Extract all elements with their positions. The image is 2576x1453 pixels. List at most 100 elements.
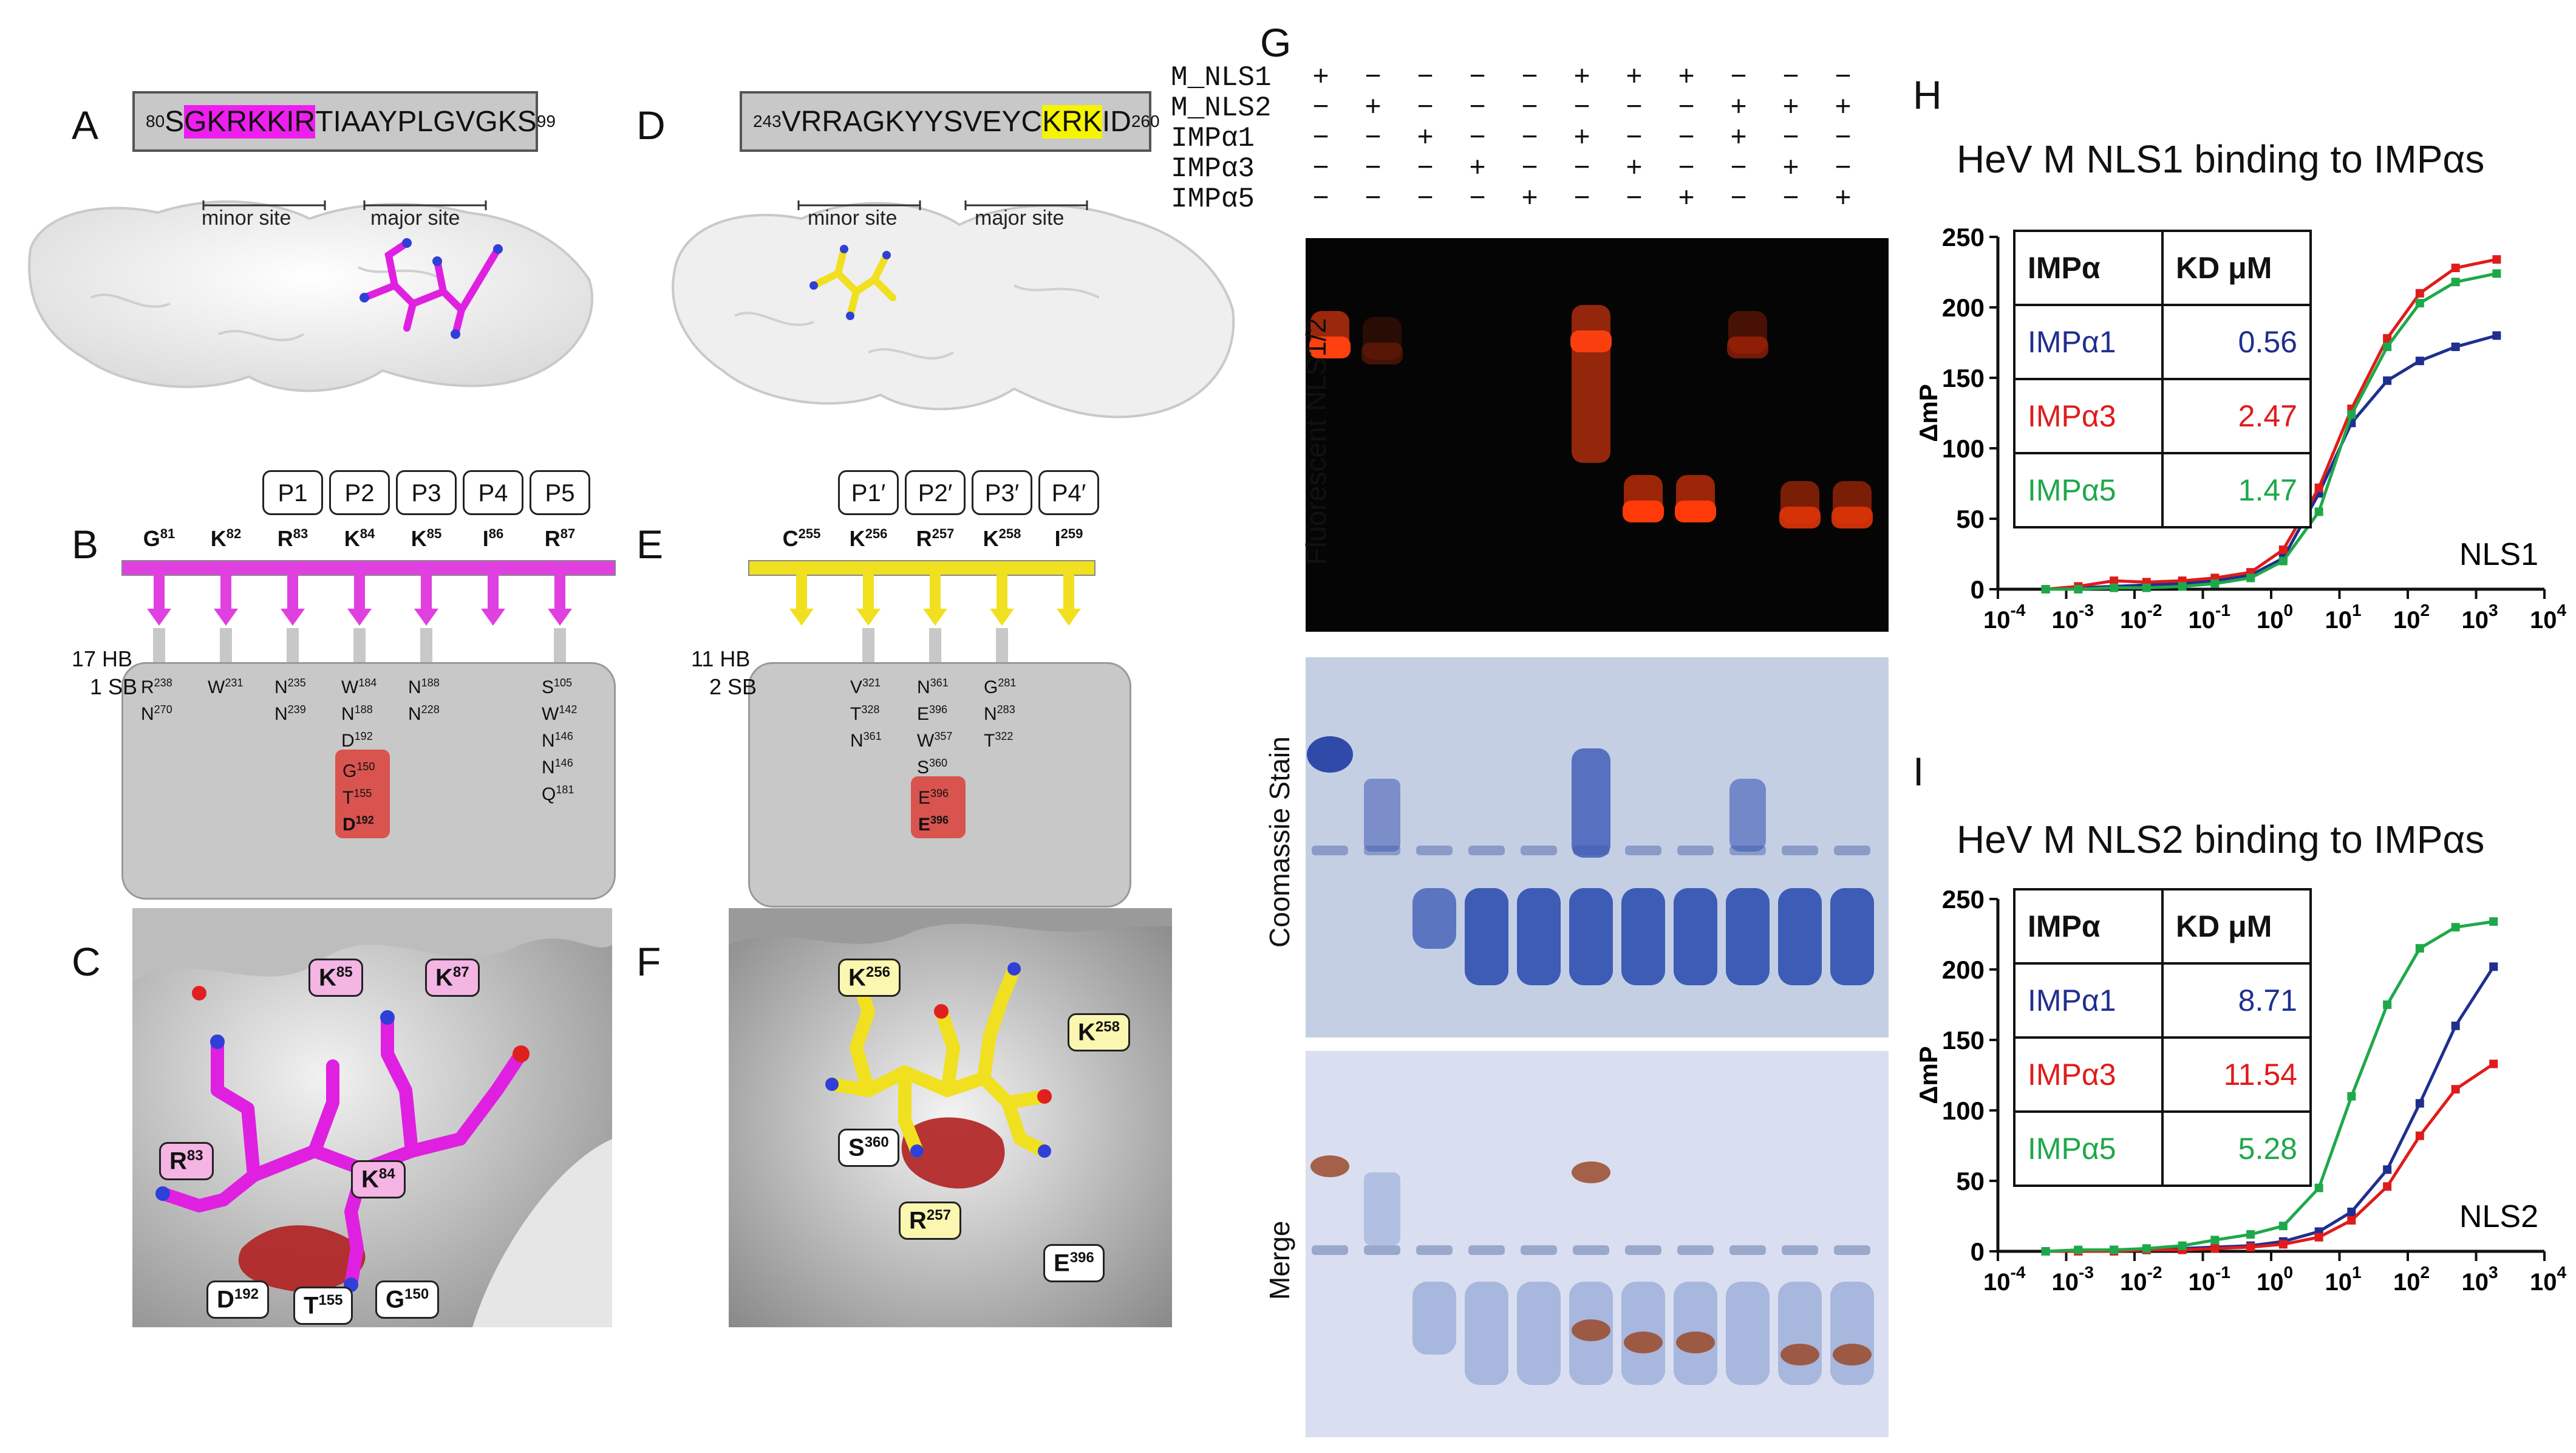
side-chain-arrowhead: [214, 609, 238, 626]
data-point: [2451, 1085, 2460, 1094]
data-point: [2415, 289, 2424, 298]
gel-sign: −: [1312, 183, 1329, 215]
residue-tag-t155: T155: [293, 1287, 353, 1325]
critical-contact-residue: G150: [342, 761, 375, 781]
data-point: [2347, 1215, 2356, 1225]
gel-sign: −: [1626, 183, 1643, 215]
x-tick-label: 10-2: [2120, 1263, 2162, 1296]
data-point: [2451, 1021, 2460, 1030]
data-point: [2041, 585, 2050, 593]
y-tick-label: 100: [1942, 1096, 1985, 1125]
side-chain-arrowhead: [990, 609, 1014, 626]
seq-start-num: 243: [753, 112, 782, 131]
x-tick-label: 104: [2530, 601, 2567, 634]
kd-value: 0.56: [2161, 304, 2312, 380]
gel-sign: −: [1835, 62, 1852, 94]
side-chain-arrowhead: [347, 609, 372, 626]
x-tick-label: 104: [2530, 1263, 2567, 1296]
data-point: [2451, 278, 2460, 287]
data-point: [2489, 962, 2498, 971]
data-point: [2415, 1131, 2424, 1140]
critical-contact-residue: T155: [342, 787, 372, 808]
minor-site-label-a: minor site: [202, 207, 291, 230]
y-tick-label: 200: [1942, 956, 1985, 984]
kd-value: 1.47: [2161, 452, 2312, 528]
gel-label-fluorescent: Fluorescent NLS1/2: [1300, 318, 1332, 565]
chart-annotation: NLS1: [2459, 537, 2538, 572]
data-point: [2278, 545, 2288, 555]
side-chain-arrow: [554, 573, 565, 610]
contact-link: [220, 628, 232, 662]
contact-residue: E396: [917, 703, 948, 724]
y-axis-label: ΔmP: [1914, 384, 1943, 442]
data-point: [2347, 1208, 2356, 1217]
gel-sign: −: [1678, 92, 1695, 124]
data-point: [2347, 1092, 2356, 1101]
peptide-residue: K84: [344, 526, 375, 551]
residue-tag-k85: K85: [308, 959, 363, 997]
minor-site-label-d: minor site: [808, 207, 898, 230]
y-axis-label: ΔmP: [1914, 1046, 1943, 1104]
panel-label-b: B: [72, 522, 99, 567]
side-chain-arrowhead: [856, 609, 881, 626]
gel-sign: −: [1521, 123, 1538, 154]
contact-residue: N188: [408, 677, 440, 697]
residue-tag-k87: K87: [425, 959, 480, 997]
data-point: [2415, 299, 2424, 308]
gel-sign: −: [1365, 123, 1382, 154]
gel-sign: −: [1626, 92, 1643, 124]
contact-residue: V321: [850, 677, 881, 697]
chart-annotation: NLS2: [2459, 1199, 2538, 1234]
data-point: [2210, 579, 2220, 588]
x-tick-label: 103: [2462, 1263, 2498, 1296]
gel-sign: −: [1835, 153, 1852, 185]
side-chain-arrowhead: [414, 609, 438, 626]
kd-value: 5.28: [2161, 1110, 2312, 1187]
series-line: [2045, 333, 2498, 591]
data-point: [2246, 1243, 2255, 1252]
contact-residue: S360: [917, 757, 948, 778]
gel-row-label: IMPα5: [1171, 183, 1255, 215]
data-point: [2110, 583, 2119, 592]
x-tick-label: 102: [2393, 1263, 2430, 1296]
panel-label-c: C: [72, 939, 101, 984]
kd-header-impa: IMPα: [2013, 230, 2164, 306]
gel-row-label: M_NLS1: [1171, 62, 1272, 94]
gel-sign: +: [1417, 123, 1434, 154]
gel-sign: −: [1312, 153, 1329, 185]
seq-highlight: GKRKKIR: [184, 104, 316, 138]
kd-table-h: IMPα KD μM IMPα1 0.56 IMPα3 2.47 IMPα5 1.47: [2013, 230, 2312, 528]
peptide-backbone: [748, 560, 1095, 576]
contact-link: [287, 628, 299, 662]
gel-sign: −: [1626, 123, 1643, 154]
y-tick-label: 150: [1942, 1026, 1985, 1055]
gel-sign: −: [1365, 183, 1382, 215]
contact-residue: N283: [984, 703, 1015, 724]
data-point: [2178, 1241, 2187, 1250]
peptide-residue: C255: [782, 526, 821, 551]
y-tick-label: 0: [1971, 1237, 1985, 1266]
gel-sign: −: [1573, 92, 1590, 124]
side-chain-arrow: [796, 573, 807, 610]
side-chain-arrow: [154, 573, 165, 610]
residue-tag-d192: D192: [206, 1280, 269, 1319]
contact-residue: N146: [542, 730, 573, 751]
kd-name: IMPα3: [2013, 1036, 2164, 1113]
gel-sign: −: [1678, 123, 1695, 154]
kd-table-i: IMPα KD μM IMPα1 8.71 IMPα3 11.54 IMPα5 5.28: [2013, 888, 2312, 1187]
panel-label-f: F: [636, 939, 661, 984]
kd-header-kd: KD μM: [2161, 230, 2312, 306]
gel-label-coomassie: Coomassie Stain: [1264, 736, 1295, 948]
data-point: [2492, 255, 2501, 264]
x-tick-label: 102: [2393, 601, 2430, 634]
side-chain-arrowhead: [1057, 609, 1081, 626]
seq-prefix: S: [165, 105, 185, 138]
peptide-residue: G81: [143, 526, 175, 551]
x-tick-label: 10-1: [2189, 601, 2230, 634]
chart-title-i: HeV M NLS2 binding to IMPαs: [1957, 818, 2485, 861]
gel-sign: −: [1782, 123, 1799, 154]
contact-residue: N188: [341, 703, 373, 724]
data-point: [2074, 1245, 2083, 1254]
data-point: [2383, 1165, 2392, 1174]
